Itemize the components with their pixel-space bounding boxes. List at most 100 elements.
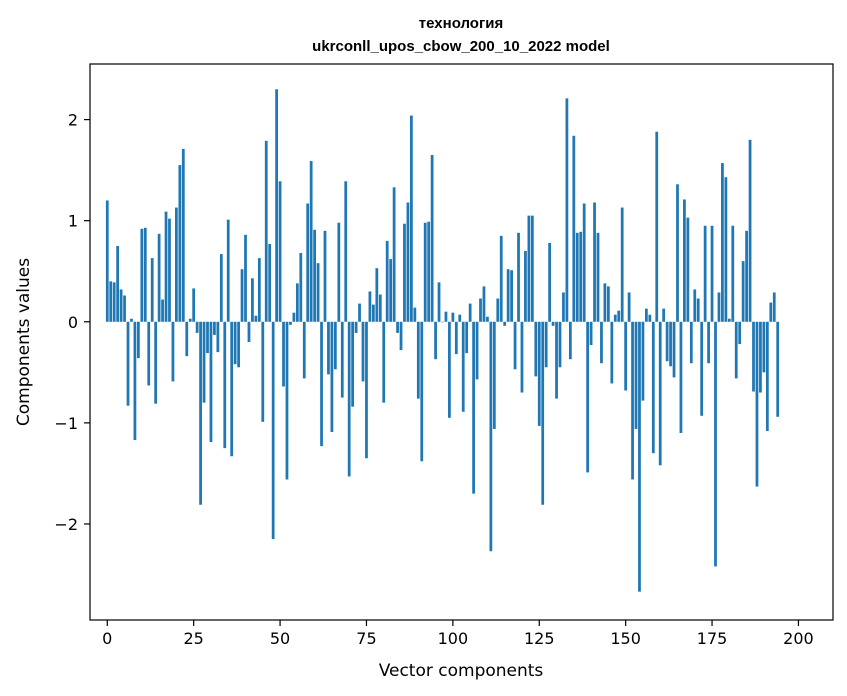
bar-4 (119, 289, 123, 322)
bar-99 (448, 321, 451, 418)
bar-66 (333, 321, 337, 370)
y-tick-label: −2 (54, 515, 78, 534)
bar-76 (368, 291, 372, 322)
bar-104 (465, 321, 469, 354)
bar-59 (309, 161, 313, 322)
bar-18 (168, 218, 171, 322)
bar-98 (444, 311, 448, 322)
bar-26 (195, 321, 199, 333)
x-tick-label: 175 (697, 629, 728, 648)
x-tick-label: 75 (356, 629, 376, 648)
bar-180 (727, 318, 731, 322)
x-tick-label: 150 (610, 629, 641, 648)
bar-148 (617, 310, 621, 322)
bar-32 (216, 321, 220, 353)
bar-102 (458, 314, 462, 322)
bar-44 (257, 258, 261, 322)
bar-168 (686, 217, 690, 322)
bar-54 (292, 312, 296, 322)
bar-115 (503, 321, 507, 326)
bar-78 (375, 268, 379, 322)
bar-73 (358, 303, 361, 322)
bar-142 (596, 232, 600, 322)
bar-58 (306, 203, 310, 322)
bar-106 (472, 321, 475, 494)
bar-177 (717, 292, 721, 322)
bar-137 (579, 231, 583, 322)
bar-19 (171, 321, 175, 382)
bar-126 (541, 321, 545, 505)
bar-87 (406, 202, 410, 322)
bar-101 (454, 321, 458, 355)
bar-61 (316, 263, 320, 322)
bar-92 (423, 222, 427, 322)
bar-119 (517, 232, 520, 322)
bars-group (105, 89, 780, 592)
bar-23 (185, 321, 189, 357)
bar-24 (188, 318, 192, 322)
bar-67 (337, 222, 341, 322)
bar-125 (537, 321, 541, 426)
bar-117 (510, 270, 513, 322)
bar-130 (555, 321, 558, 399)
bar-25 (192, 288, 196, 322)
bar-20 (175, 207, 178, 322)
bar-139 (586, 321, 590, 473)
bar-85 (399, 321, 403, 351)
bar-127 (544, 321, 548, 368)
bar-1 (109, 281, 113, 322)
bar-31 (213, 321, 216, 335)
bar-56 (299, 253, 303, 322)
bar-158 (651, 321, 655, 454)
bar-114 (499, 235, 503, 322)
bar-60 (313, 229, 317, 322)
bar-103 (461, 321, 465, 412)
bar-17 (164, 211, 168, 322)
bar-42 (251, 278, 254, 322)
bar-72 (354, 321, 358, 333)
bar-182 (734, 321, 738, 379)
bar-187 (752, 321, 755, 392)
bar-39 (240, 269, 244, 322)
bar-80 (382, 321, 386, 403)
bar-27 (199, 321, 202, 505)
plot-frame (89, 63, 834, 621)
bar-46 (264, 140, 268, 322)
bar-41 (247, 321, 251, 342)
bar-146 (610, 321, 614, 384)
bar-159 (655, 131, 659, 322)
bar-193 (772, 292, 776, 322)
bar-167 (683, 199, 686, 322)
bar-71 (351, 321, 355, 407)
bar-165 (676, 184, 679, 322)
bar-75 (365, 321, 368, 459)
bar-77 (371, 304, 375, 322)
bar-52 (285, 321, 289, 480)
bar-194 (776, 321, 780, 417)
bar-38 (237, 321, 240, 368)
x-axis-label: Vector components (379, 661, 544, 681)
bar-171 (696, 298, 700, 322)
bar-175 (710, 225, 714, 322)
bar-124 (534, 321, 538, 377)
bar-147 (613, 314, 617, 322)
y-tick-label: −1 (54, 414, 78, 433)
bar-133 (565, 98, 569, 322)
bar-21 (178, 165, 182, 322)
bar-189 (759, 321, 762, 393)
bar-160 (658, 321, 662, 466)
bar-123 (530, 215, 534, 322)
bar-94 (430, 154, 434, 322)
bar-186 (748, 139, 752, 322)
bar-129 (551, 321, 555, 326)
bar-135 (572, 135, 576, 322)
bar-190 (762, 321, 766, 373)
bar-33 (219, 254, 223, 322)
y-tick-label: 2 (68, 111, 78, 130)
bar-70 (347, 321, 351, 477)
bar-116 (506, 269, 510, 322)
bar-143 (600, 321, 603, 364)
bar-11 (143, 227, 147, 322)
bar-95 (434, 321, 437, 360)
